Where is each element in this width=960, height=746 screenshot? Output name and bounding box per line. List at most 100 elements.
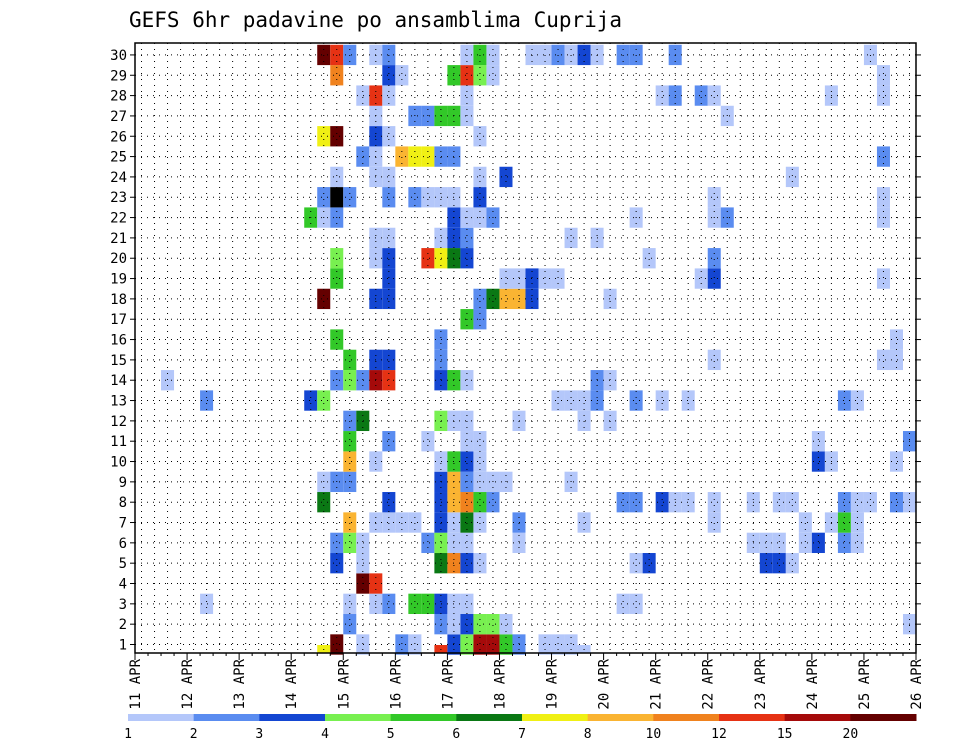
heatmap-cell xyxy=(772,492,786,513)
x-tick-label: 15 APR xyxy=(336,658,352,709)
colorbar-swatch xyxy=(653,714,720,721)
colorbar-swatch xyxy=(390,714,457,721)
heatmap-cell xyxy=(460,65,474,86)
heatmap-cell xyxy=(343,614,357,635)
colorbar-label: 20 xyxy=(843,727,859,742)
heatmap-cell xyxy=(876,85,890,106)
heatmap-cell xyxy=(408,634,422,655)
heatmap-cell xyxy=(473,553,487,574)
heatmap-cell xyxy=(395,512,409,533)
heatmap-cell xyxy=(382,349,396,371)
heatmap-cell xyxy=(343,349,357,371)
heatmap-cell xyxy=(694,85,708,106)
heatmap-cell xyxy=(889,451,903,472)
heatmap-cell xyxy=(317,126,331,147)
heatmap-cell xyxy=(356,85,370,106)
heatmap-cell xyxy=(382,431,396,452)
x-tick-label: 21 APR xyxy=(649,658,665,709)
heatmap-cell xyxy=(434,410,448,432)
heatmap-cell xyxy=(707,512,721,533)
heatmap-cell xyxy=(525,268,539,289)
heatmap-cell xyxy=(473,492,487,513)
heatmap-cell xyxy=(317,288,331,310)
heatmap-cell xyxy=(850,390,864,411)
heatmap-cell xyxy=(460,44,474,66)
heatmap-cell xyxy=(850,532,864,554)
heatmap-cell xyxy=(421,146,435,167)
x-tick-label: 22 APR xyxy=(701,658,717,709)
heatmap-cell xyxy=(551,268,565,289)
colorbar-swatch xyxy=(522,714,589,721)
heatmap-cell xyxy=(876,268,890,289)
x-axis: 11 APR 12 APR 13 APR 14 APR 15 APR 16 APR 17 A… xyxy=(128,653,925,710)
heatmap-cell xyxy=(460,614,474,635)
heatmap-cell xyxy=(486,634,500,655)
colorbar-label: 5 xyxy=(387,727,395,742)
heatmap-cell xyxy=(512,268,526,289)
heatmap-cell xyxy=(655,85,669,106)
heatmap-cell xyxy=(759,532,773,554)
heatmap-cell xyxy=(616,593,630,615)
x-tick-label: 24 APR xyxy=(805,658,821,709)
heatmap-cell xyxy=(512,532,526,554)
heatmap-cell xyxy=(707,268,721,289)
heatmap-cell xyxy=(707,85,721,106)
heatmap-cell xyxy=(525,44,539,66)
heatmap-cell xyxy=(512,288,526,310)
heatmap-cell xyxy=(629,593,643,615)
heatmap-cell xyxy=(382,187,396,208)
heatmap-cell xyxy=(434,492,448,513)
colorbar-label: 7 xyxy=(518,727,526,742)
colorbar-swatch xyxy=(587,714,654,721)
heatmap-cell xyxy=(460,593,474,615)
heatmap-cell xyxy=(382,227,396,249)
y-tick-label: 25 xyxy=(110,150,127,166)
heatmap-cell xyxy=(486,288,500,310)
heatmap-cell xyxy=(421,532,435,554)
heatmap-cell xyxy=(759,553,773,574)
x-tick-label: 17 APR xyxy=(440,658,456,709)
heatmap-cell xyxy=(330,187,344,208)
heatmap-cell xyxy=(811,451,825,472)
heatmap-cell xyxy=(473,187,487,208)
heatmap-cell xyxy=(460,248,474,269)
heatmap-cell xyxy=(395,146,409,167)
heatmap-cell xyxy=(382,268,396,289)
colorbar-swatch xyxy=(325,714,392,721)
y-tick-label: 17 xyxy=(110,312,127,328)
heatmap-cell xyxy=(876,146,890,167)
heatmap-cell xyxy=(460,370,474,391)
heatmap-cell xyxy=(382,593,396,615)
heatmap-cell xyxy=(460,431,474,452)
heatmap-cell xyxy=(486,44,500,66)
y-tick-label: 21 xyxy=(110,231,127,247)
heatmap-cell xyxy=(460,532,474,554)
heatmap-cell xyxy=(421,431,435,452)
heatmap-cell xyxy=(460,512,474,533)
heatmap-cell xyxy=(681,492,695,513)
y-tick-label: 23 xyxy=(110,190,127,206)
heatmap-cell xyxy=(876,187,890,208)
heatmap-cell xyxy=(356,553,370,574)
y-tick-label: 1 xyxy=(119,638,127,654)
heatmap-cell xyxy=(434,451,448,472)
colorbar-label: 10 xyxy=(646,727,662,742)
y-tick-label: 18 xyxy=(110,292,127,308)
heatmap-cell xyxy=(434,227,448,249)
heatmap-cell xyxy=(473,288,487,310)
x-tick-label: 11 APR xyxy=(128,658,144,709)
y-tick-label: 5 xyxy=(119,556,127,572)
colorbar-label: 3 xyxy=(255,727,263,742)
heatmap-cell xyxy=(434,248,448,269)
heatmap-cell xyxy=(460,85,474,106)
heatmap-cell xyxy=(616,44,630,66)
heatmap-cell xyxy=(343,532,357,554)
heatmap-cell xyxy=(772,532,786,554)
colorbar-swatch xyxy=(193,714,260,721)
heatmap-cell xyxy=(395,65,409,86)
heatmap-cell xyxy=(473,512,487,533)
y-tick-label: 7 xyxy=(119,516,127,532)
heatmap-cell xyxy=(330,268,344,289)
heatmap-cell xyxy=(499,288,513,310)
heatmap-cell xyxy=(850,512,864,533)
